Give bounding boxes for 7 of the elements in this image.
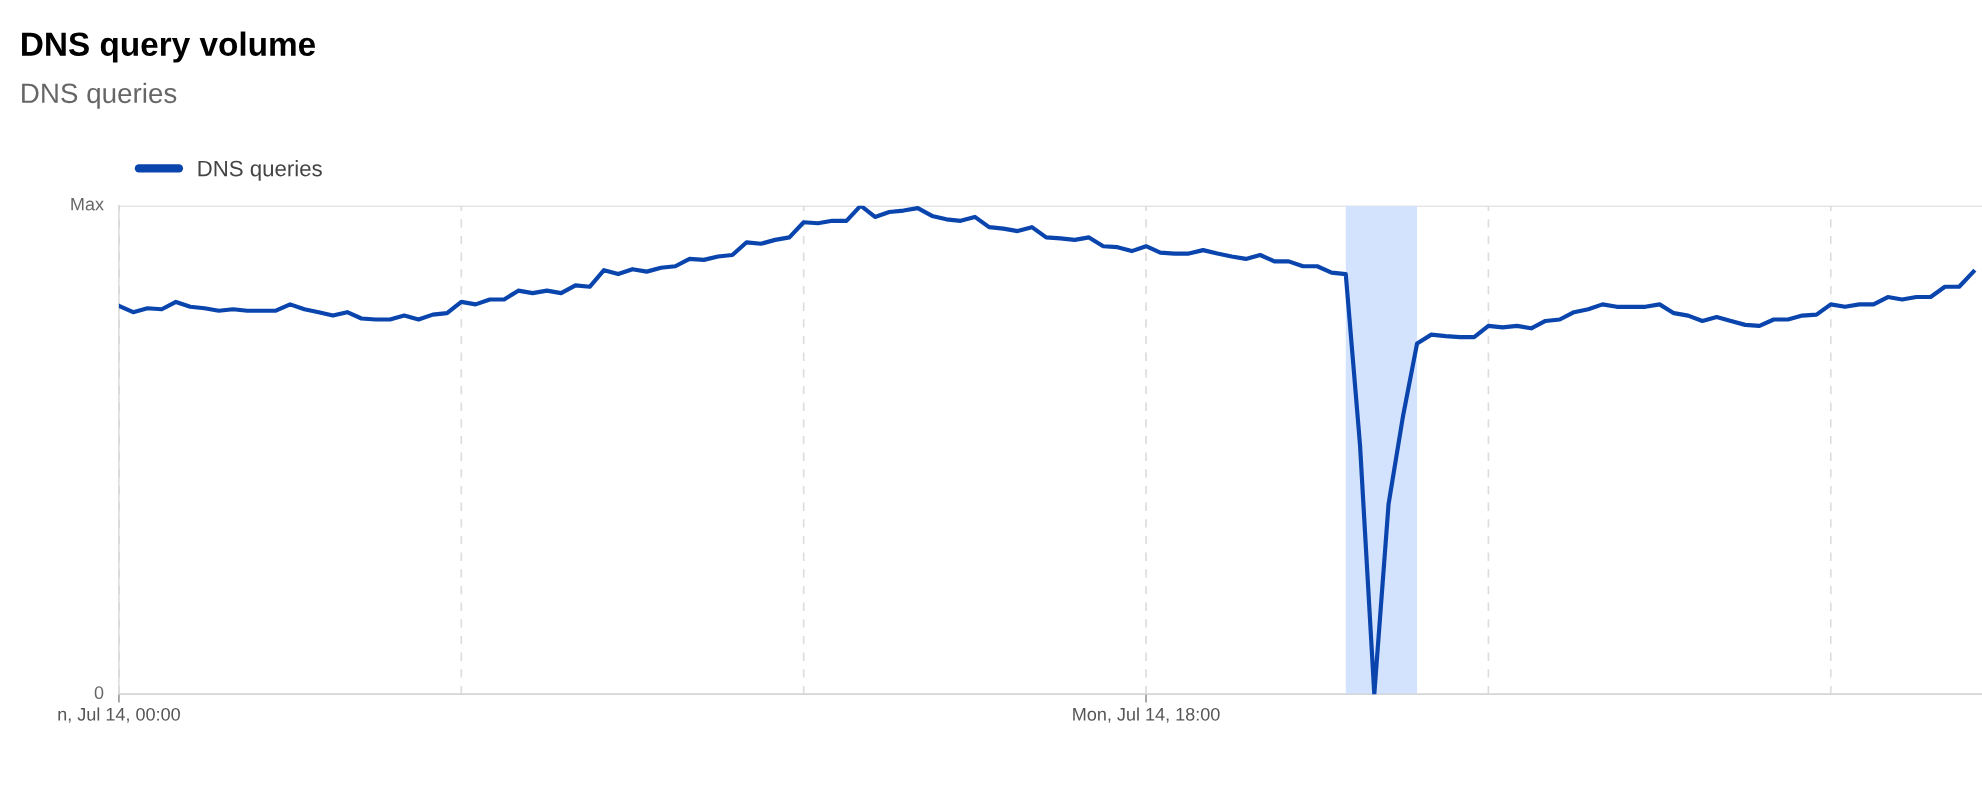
chart-subtitle: DNS queries [22, 82, 177, 109]
text: Max [71, 197, 104, 211]
x-tick-label: n, Jul 14, 00:00 [58, 707, 180, 723]
legend-label: DNS queries [198, 160, 322, 181]
x-tick-label: Mon, Jul 14, 18:00 [1073, 707, 1220, 723]
text: 0 [94, 686, 104, 700]
chart-title: DNS query volume [22, 31, 316, 63]
